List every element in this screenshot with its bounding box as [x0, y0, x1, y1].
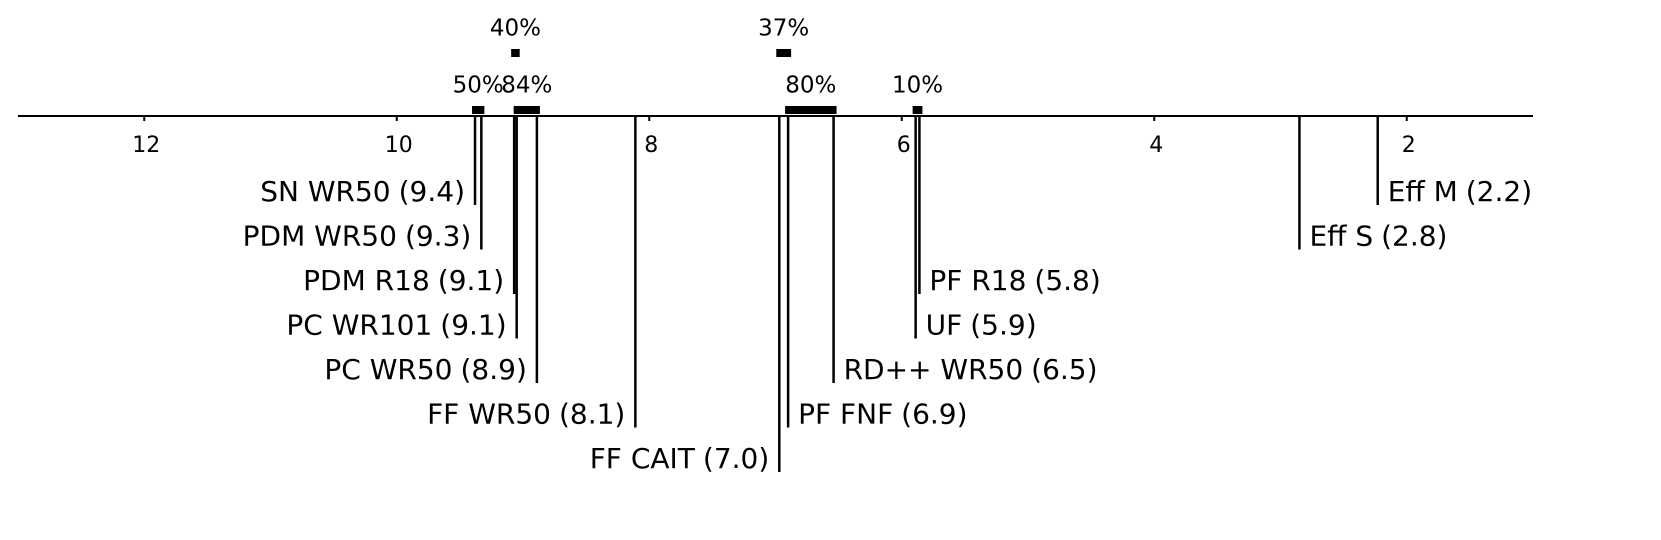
method-name: UF [926, 309, 963, 342]
method-label: UF (5.9) [926, 309, 1037, 342]
method-rank: (9.1) [438, 264, 504, 297]
clique-label: 37% [758, 16, 809, 42]
clique-label: 50% [453, 73, 504, 99]
method-rank: (2.8) [1381, 220, 1447, 253]
method-name: FF CAIT [590, 442, 696, 475]
clique-bar [513, 106, 540, 114]
method-rank: (5.8) [1034, 264, 1100, 297]
method-name: PF R18 [929, 264, 1026, 297]
method-label: Eff S (2.8) [1309, 220, 1447, 253]
x-tick-label: 10 [385, 133, 413, 158]
method-label: RD++ WR50 (6.5) [844, 353, 1098, 386]
method-rank: (6.9) [901, 398, 967, 431]
method-name: FF WR50 [427, 398, 551, 431]
method-name: PDM WR50 [243, 220, 397, 253]
clique-bar [785, 106, 837, 114]
method-name: PF FNF [798, 398, 893, 431]
method-rank: (2.2) [1466, 175, 1532, 208]
method-rank: (9.1) [440, 309, 506, 342]
clique-bar [472, 106, 485, 114]
method-label: FF WR50 (8.1) [427, 398, 625, 431]
method-name: SN WR50 [260, 175, 390, 208]
method-label: SN WR50 (9.4) [260, 175, 465, 208]
method-rank: (9.3) [405, 220, 471, 253]
x-tick-label: 6 [897, 133, 911, 158]
method-label: PC WR50 (8.9) [324, 353, 527, 386]
method-rank: (7.0) [703, 442, 769, 475]
method-label: PC WR101 (9.1) [286, 309, 506, 342]
x-tick-label: 2 [1402, 133, 1416, 158]
clique-label: 80% [785, 73, 836, 99]
method-name: Eff S [1309, 220, 1373, 253]
clique-label: 10% [892, 73, 943, 99]
clique-label: 40% [490, 16, 541, 42]
method-label: PDM WR50 (9.3) [243, 220, 472, 253]
clique-bar [511, 49, 520, 57]
method-rank: (6.5) [1031, 353, 1097, 386]
method-name: RD++ WR50 [844, 353, 1024, 386]
method-name: PC WR101 [286, 309, 432, 342]
method-label: PF FNF (6.9) [798, 398, 967, 431]
method-name: PDM R18 [303, 264, 430, 297]
clique-bar [776, 49, 792, 57]
clique-bar [912, 106, 923, 114]
method-rank: (8.1) [559, 398, 625, 431]
method-rank: (9.4) [399, 175, 465, 208]
method-label: PF R18 (5.8) [929, 264, 1100, 297]
method-label: PDM R18 (9.1) [303, 264, 504, 297]
x-tick-label: 4 [1149, 133, 1163, 158]
x-tick-label: 8 [644, 133, 658, 158]
method-name: PC WR50 [324, 353, 452, 386]
method-rank: (5.9) [970, 309, 1036, 342]
method-label: Eff M (2.2) [1388, 175, 1532, 208]
method-label: FF CAIT (7.0) [590, 442, 770, 475]
method-name: Eff M [1388, 175, 1458, 208]
method-rank: (8.9) [460, 353, 526, 386]
x-tick-label: 12 [132, 133, 160, 158]
clique-label: 84% [501, 73, 552, 99]
